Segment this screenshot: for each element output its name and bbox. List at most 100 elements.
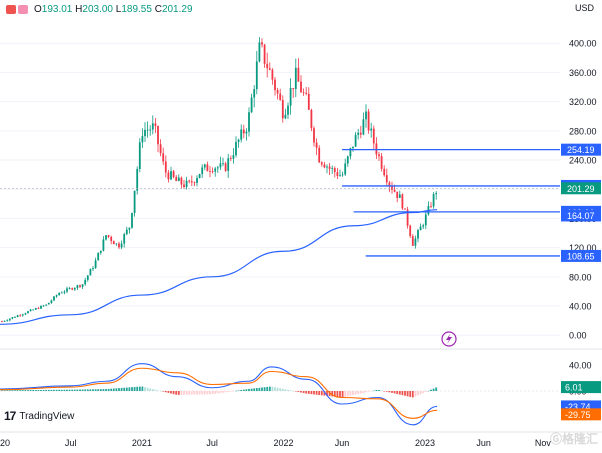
macd-histogram-bar — [193, 391, 196, 395]
event-marker — [441, 331, 457, 347]
candle-down — [430, 205, 432, 207]
macd-histogram-bar — [141, 386, 144, 391]
candle-up — [258, 42, 261, 62]
candle-up — [81, 284, 84, 287]
macd-histogram-bar — [307, 391, 310, 394]
header-icons[interactable] — [6, 5, 28, 14]
candle-up — [219, 163, 222, 168]
macd-histogram-bar — [58, 389, 61, 391]
time-tick-label: Jul — [65, 438, 77, 448]
macd-histogram-bar — [391, 391, 393, 393]
macd-histogram-bar — [183, 391, 185, 395]
macd-histogram-bar — [279, 388, 282, 391]
candle-up — [133, 190, 136, 213]
candle-up — [97, 252, 100, 261]
candle-up — [248, 112, 250, 132]
macd-histogram-bar — [37, 389, 40, 391]
candle-up — [66, 288, 68, 292]
candle-up — [144, 129, 146, 137]
macd-histogram-bar — [367, 391, 370, 392]
candle-up — [344, 163, 347, 175]
macd-histogram-bar — [1, 390, 3, 391]
price-tick-label: 240.00 — [569, 156, 597, 166]
currency-label[interactable]: USD — [574, 3, 594, 13]
macd-histogram-bar — [32, 390, 35, 391]
candle-down — [162, 153, 165, 162]
candle-up — [123, 234, 126, 244]
macd-value-tag-text: -29.75 — [565, 410, 591, 420]
macd-histogram-bar — [172, 391, 175, 395]
macd-histogram-bar — [292, 390, 295, 392]
candle-down — [404, 208, 406, 210]
candle-up — [32, 309, 35, 311]
macd-histogram-bar — [323, 391, 326, 396]
macd-histogram-bar — [6, 390, 9, 391]
macd-histogram-bar — [209, 391, 211, 395]
candle-down — [409, 225, 412, 237]
time-tick-label: Nov — [535, 438, 552, 448]
macd-histogram-bar — [164, 391, 167, 393]
candle-down — [175, 177, 178, 182]
macd-histogram-bar — [248, 388, 250, 391]
macd-histogram-bar — [118, 388, 120, 391]
macd-histogram-bar — [372, 390, 375, 392]
macd-histogram-bar — [354, 391, 357, 395]
candle-up — [149, 129, 152, 131]
macd-histogram-bar — [250, 388, 253, 391]
candle-up — [53, 296, 55, 301]
macd-histogram-bar — [424, 391, 427, 392]
candle-up — [8, 318, 11, 321]
candle-down — [401, 194, 404, 209]
macd-histogram-bar — [167, 391, 170, 393]
macd-histogram-bar — [177, 391, 180, 395]
candle-up — [250, 97, 253, 113]
horizontal-levels — [0, 149, 560, 257]
candle-up — [141, 136, 144, 143]
candle-down — [367, 111, 370, 131]
ohlc-values: O193.01 H203.00 L189.55 C201.29 — [34, 4, 193, 15]
macd-histogram-bar — [365, 391, 367, 393]
candle-down — [385, 175, 388, 183]
candle-up — [214, 168, 217, 172]
pink-square-icon[interactable] — [18, 5, 28, 14]
candle-down — [71, 288, 74, 290]
candle-up — [414, 238, 417, 246]
macd-histogram-bar — [102, 389, 105, 391]
candle-down — [276, 90, 279, 94]
ma-price-tag: 164.07 — [561, 209, 601, 222]
candle-up — [94, 260, 97, 269]
macd-histogram-bar — [393, 391, 396, 394]
candle-up — [102, 239, 105, 251]
macd-histogram-bar — [45, 389, 48, 391]
candle-up — [115, 243, 118, 245]
last-price-tag: 201.29 — [561, 182, 601, 195]
macd-histogram-bar — [71, 389, 74, 391]
time-tick-label: Jul — [206, 438, 218, 448]
macd-histogram-bar — [430, 389, 432, 391]
macd-histogram-bar — [266, 386, 269, 391]
macd-histogram-bar — [375, 389, 378, 391]
candle-up — [170, 171, 172, 180]
candle-down — [180, 177, 183, 185]
price-tick-label: 0.00 — [569, 331, 587, 341]
macd-histogram-bar — [341, 391, 344, 398]
macd-histogram-bar — [315, 391, 318, 395]
macd-histogram-bar — [40, 389, 42, 391]
candle-up — [432, 194, 435, 207]
watermark-logo: Ⓖ格隆汇 — [549, 432, 598, 446]
candle-up — [349, 148, 352, 157]
price-tick-label: 120.00 — [569, 243, 597, 253]
candle-up — [422, 225, 425, 227]
candle-down — [229, 158, 232, 159]
macd-pane: 40.000.006.01-23.74-29.75 — [0, 361, 601, 426]
candle-up — [227, 158, 230, 171]
candle-up — [86, 275, 89, 280]
candle-up — [60, 292, 63, 294]
candle-down — [336, 172, 339, 177]
candle-up — [68, 288, 71, 289]
tradingview-brand[interactable]: 17 TradingView — [4, 409, 74, 423]
red-square-icon[interactable] — [6, 5, 16, 14]
candle-up — [138, 142, 141, 169]
macd-histogram-bar — [3, 390, 6, 391]
